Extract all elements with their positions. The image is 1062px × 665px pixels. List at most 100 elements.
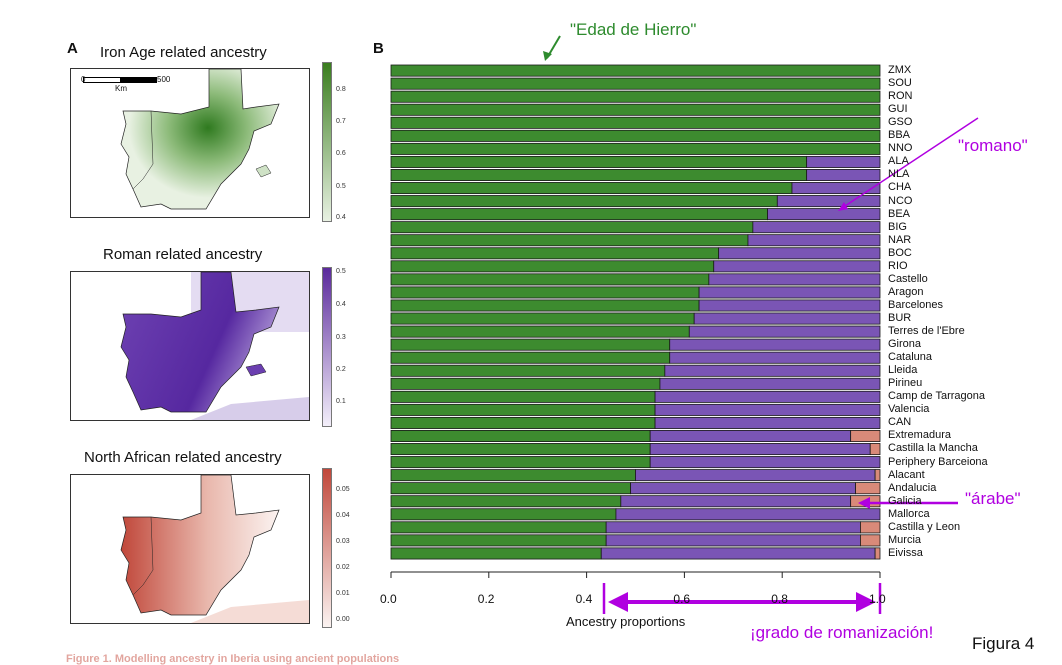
population-label: Mallorca [888, 507, 930, 520]
bar-roman [635, 469, 876, 482]
iron-age-map: 0 500 Km [70, 68, 310, 218]
bar-iron-age [390, 299, 700, 312]
x-tick-label: 0.4 [575, 592, 593, 606]
population-label: Castilla y Leon [888, 520, 961, 533]
population-label: Valencia [888, 403, 930, 416]
bar-iron-age [390, 64, 881, 77]
bar-iron-age [390, 547, 602, 560]
x-tick-label: 0.2 [477, 592, 495, 606]
bar-roman [664, 364, 881, 377]
bar-north-african [860, 534, 881, 547]
population-label: Alacant [888, 468, 925, 481]
bar-iron-age [390, 416, 656, 429]
bar-roman [713, 260, 881, 273]
bar-roman [654, 403, 881, 416]
bar-north-african [869, 443, 881, 456]
north-african-colorbar-tick: 0.02 [336, 564, 350, 571]
bar-roman [649, 456, 881, 469]
bar-iron-age [390, 103, 881, 116]
roman-colorbar-tick: 0.5 [336, 268, 346, 275]
bar-roman [605, 534, 861, 547]
caption-fragment: Figure 1. Modelling ancestry in Iberia u… [66, 653, 400, 665]
population-label: CAN [888, 416, 912, 429]
panel-b-label: B [373, 40, 384, 57]
romano-arrowhead [838, 202, 848, 211]
bar-roman [630, 482, 856, 495]
bar-roman [615, 508, 881, 521]
iron-age-map-title: Iron Age related ancestry [100, 44, 267, 61]
bar-iron-age [390, 312, 695, 325]
population-label: Eivissa [888, 546, 923, 559]
north-african-colorbar-tick: 0.01 [336, 590, 350, 597]
bar-iron-age [390, 338, 671, 351]
bar-roman [752, 221, 881, 234]
bar-iron-age [390, 142, 881, 155]
bar-iron-age [390, 534, 607, 547]
population-label: Extremadura [888, 429, 951, 442]
population-label: Lleida [888, 364, 918, 377]
panel-a-label: A [67, 40, 78, 57]
bar-north-african [874, 547, 881, 560]
bar-iron-age [390, 325, 690, 338]
scale-bar-end: 500 [157, 75, 171, 84]
iron-age-annotation: "Edad de Hierro" [570, 20, 697, 39]
north-african-colorbar-tick: 0.00 [336, 616, 350, 623]
population-label: BIG [888, 220, 907, 233]
bar-iron-age [390, 377, 661, 390]
population-label: Aragon [888, 285, 924, 298]
population-label: NCO [888, 194, 913, 207]
population-label: Periphery Barceiona [888, 455, 988, 468]
bar-iron-age [390, 403, 656, 416]
bar-iron-age [390, 508, 617, 521]
population-label: Pirineu [888, 377, 923, 390]
bar-roman [806, 155, 881, 168]
population-label: Castilla la Mancha [888, 442, 978, 455]
romano-arrow [841, 117, 979, 209]
population-label: RIO [888, 259, 908, 272]
bar-north-african [855, 482, 881, 495]
scale-bar-start: 0 [81, 75, 86, 84]
population-label: GUI [888, 103, 908, 116]
population-label: Andalucia [888, 481, 937, 494]
bar-iron-age [390, 429, 651, 442]
iron-age-colorbar-tick: 0.5 [336, 183, 346, 190]
iron-age-colorbar [322, 62, 332, 222]
iron-age-colorbar-tick: 0.6 [336, 150, 346, 157]
x-tick-label: 0.8 [771, 592, 788, 606]
bar-iron-age [390, 286, 700, 299]
bar-iron-age [390, 443, 651, 456]
bar-roman [605, 521, 861, 534]
population-label: Cataluna [888, 351, 933, 364]
population-label: RON [888, 90, 913, 103]
roman-colorbar-tick: 0.2 [336, 366, 346, 373]
bar-iron-age [390, 260, 715, 273]
bar-iron-age [390, 90, 881, 103]
bar-iron-age [390, 273, 710, 286]
population-label: ALA [888, 155, 909, 168]
population-label: BEA [888, 207, 911, 220]
roman-colorbar-tick: 0.3 [336, 334, 346, 341]
bar-iron-age [390, 168, 808, 181]
bar-iron-age [390, 469, 636, 482]
population-label: Galicia [888, 494, 922, 507]
romanizacion-left-arrowhead [608, 592, 628, 612]
figure-label: Figura 4 [972, 634, 1035, 653]
bar-north-african [874, 469, 881, 482]
population-label: Murcia [888, 533, 922, 546]
x-tick-label: 1.0 [869, 592, 886, 606]
bar-roman [698, 286, 881, 299]
population-label: GSO [888, 116, 913, 129]
iron-age-arrowhead [543, 51, 552, 61]
bar-iron-age [390, 129, 881, 142]
population-label: Camp de Tarragona [888, 390, 986, 403]
scale-bar-unit: Km [115, 84, 127, 93]
bar-roman [669, 351, 881, 364]
romanizacion-right-arrowhead [856, 592, 876, 612]
north-african-map [70, 474, 310, 624]
bar-roman [767, 208, 881, 221]
romano-annotation: "romano" [958, 136, 1028, 155]
bar-roman [649, 429, 852, 442]
bar-iron-age [390, 116, 881, 129]
population-label: NNO [888, 142, 913, 155]
